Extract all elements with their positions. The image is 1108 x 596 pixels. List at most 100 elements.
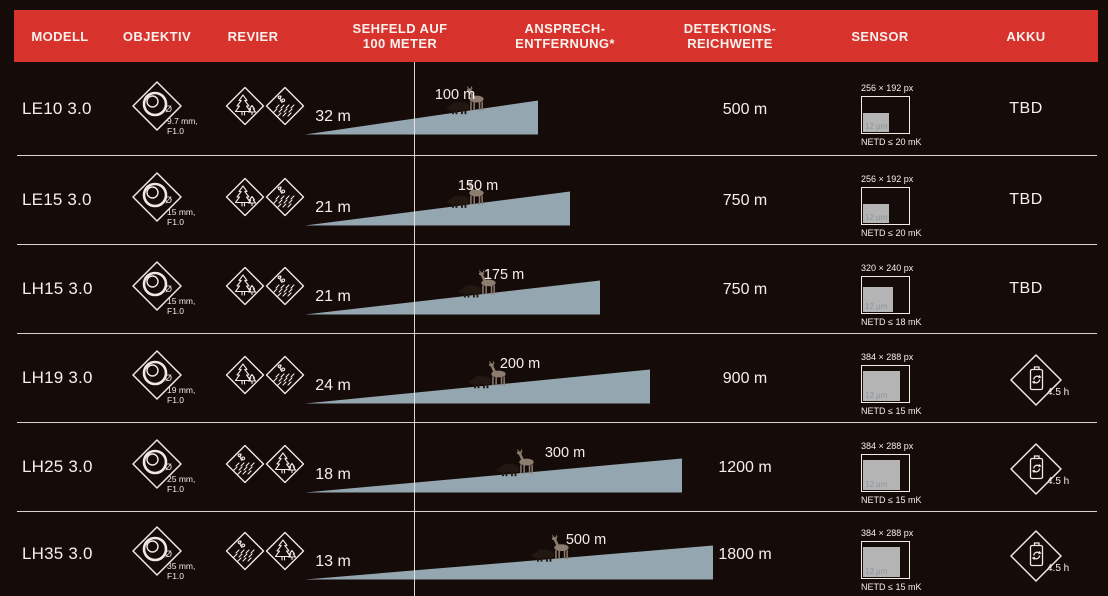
lens-spec: 25 mm, F1.0 (167, 473, 196, 494)
sensor-diagram: 12 µm (861, 540, 910, 579)
ansprech-value: 150 m (457, 177, 499, 194)
sensor-diagram: 12 µm (861, 275, 910, 314)
akku-hours: 4.5 h (1047, 475, 1070, 487)
sensor-netd: NETD ≤ 15 mK (861, 405, 922, 416)
model-name: LH15 3.0 (22, 278, 93, 298)
ansprech-wedge (305, 458, 682, 493)
akku-value: TBD (1009, 190, 1043, 208)
sensor-resolution: 384 × 288 px (861, 351, 914, 362)
forest-icon (265, 444, 305, 483)
sehfeld-value: 24 m (315, 376, 351, 394)
lens-spec: 15 mm, F1.0 (167, 206, 196, 227)
table-header: MODELL OBJEKTIV REVIER SEHFELD AUF 100 ME… (14, 10, 1098, 62)
model-name: LE10 3.0 (22, 98, 92, 118)
diameter-symbol: Ø (165, 373, 172, 383)
sensor-netd: NETD ≤ 20 mK (861, 136, 922, 147)
row-separator (17, 333, 1097, 334)
hundred-meter-line (414, 62, 415, 596)
deer-icon (516, 448, 534, 474)
boar-icon (531, 548, 555, 562)
sehfeld-value: 21 m (315, 287, 351, 305)
diameter-symbol: Ø (165, 549, 172, 559)
model-name: LH25 3.0 (22, 456, 93, 476)
sensor-diagram: 12 µm (861, 186, 910, 225)
ansprech-wedge-art (305, 269, 600, 315)
table-row: LE10 3.0 Ø 9.7 mm, F1.0 32 m 100 m 500 m … (0, 62, 1108, 155)
table-row: LH19 3.0 Ø 19 mm, F1.0 24 m 200 m 900 m 3… (0, 333, 1108, 422)
sensor-diagram: 12 µm (861, 364, 910, 403)
deer-icon (466, 179, 484, 205)
sensor-pixel-pitch: 12 µm (863, 112, 889, 132)
revier-icons (225, 531, 305, 571)
lens-spec: 19 mm, F1.0 (167, 384, 196, 405)
model-name: LE15 3.0 (22, 189, 92, 209)
sensor-resolution: 320 × 240 px (861, 262, 914, 273)
table-row: LH35 3.0 Ø 35 mm, F1.0 13 m 500 m 1800 m … (0, 511, 1108, 596)
row-separator (17, 244, 1097, 245)
battery-icon (1010, 529, 1062, 582)
akku-hours: 4.5 h (1047, 386, 1070, 398)
sensor-pixel-pitch: 12 µm (863, 370, 900, 401)
battery-icon (1010, 442, 1062, 495)
akku-hours: 4.5 h (1047, 562, 1070, 574)
lens-spec: 9.7 mm, F1.0 (167, 115, 198, 136)
col-header-sensor: SENSOR (851, 28, 909, 44)
sehfeld-value: 21 m (315, 198, 351, 216)
row-separator (17, 511, 1097, 512)
deer-icon (466, 85, 484, 111)
ansprech-value: 100 m (434, 86, 476, 103)
revier-icons (225, 355, 305, 395)
lens-icon: Ø (132, 525, 182, 576)
sensor-diagram: 12 µm (861, 453, 910, 492)
table-row: LH15 3.0 Ø 15 mm, F1.0 21 m 175 m 750 m 3… (0, 244, 1108, 333)
row-separator (17, 422, 1097, 423)
sensor-pixel-pitch: 12 µm (863, 459, 900, 490)
lens-icon: Ø (132, 171, 182, 222)
sensor-netd: NETD ≤ 15 mK (861, 581, 922, 592)
akku-value: TBD (1009, 279, 1043, 297)
ansprech-value: 175 m (483, 266, 525, 283)
sensor-netd: NETD ≤ 20 mK (861, 227, 922, 238)
boar-icon (446, 100, 470, 115)
col-header-modell: MODELL (31, 28, 89, 44)
sensor-resolution: 384 × 288 px (861, 440, 914, 451)
col-header-ansprech: ANSPRECH- ENTFERNUNG* (515, 21, 615, 51)
lens-spec: 35 mm, F1.0 (167, 560, 196, 581)
col-header-akku: AKKU (1006, 28, 1046, 44)
model-name: LH35 3.0 (22, 543, 93, 563)
lens-spec: 15 mm, F1.0 (167, 295, 196, 316)
field-icon (225, 531, 265, 570)
lens-icon-wrap: Ø (129, 169, 185, 225)
sehfeld-value: 32 m (315, 107, 351, 125)
forest-icon (225, 266, 265, 305)
lens-icon-wrap: Ø (129, 78, 185, 134)
lens-icon: Ø (132, 260, 182, 311)
diameter-symbol: Ø (165, 195, 172, 205)
deer-icon (488, 360, 506, 386)
table-row: LE15 3.0 Ø 15 mm, F1.0 21 m 150 m 750 m 2… (0, 155, 1108, 244)
sensor-pixel-pitch: 12 µm (863, 286, 893, 312)
model-name: LH19 3.0 (22, 367, 93, 387)
ansprech-value: 200 m (499, 355, 541, 372)
sensor-resolution: 384 × 288 px (861, 527, 914, 538)
ansprech-value: 500 m (565, 531, 607, 548)
sehfeld-value: 18 m (315, 465, 351, 483)
revier-icons (225, 177, 305, 217)
ansprech-wedge-art (305, 448, 682, 493)
detektion-value: 1800 m (718, 545, 772, 563)
revier-icons (225, 86, 305, 126)
row-separator (17, 155, 1097, 156)
lens-icon-wrap: Ø (129, 347, 185, 403)
detektion-value: 500 m (722, 100, 768, 118)
lens-icon-wrap: Ø (129, 258, 185, 314)
forest-icon (225, 86, 265, 125)
revier-icons (225, 444, 305, 484)
col-header-sehfeld: SEHFELD AUF 100 METER (352, 21, 448, 51)
lens-icon-wrap: Ø (129, 436, 185, 492)
sensor-resolution: 256 × 192 px (861, 173, 914, 184)
col-header-revier: REVIER (227, 28, 279, 44)
lens-icon: Ø (132, 438, 182, 489)
col-header-objektiv: OBJEKTIV (122, 28, 192, 44)
lens-icon: Ø (132, 80, 182, 131)
detektion-value: 750 m (722, 191, 768, 209)
